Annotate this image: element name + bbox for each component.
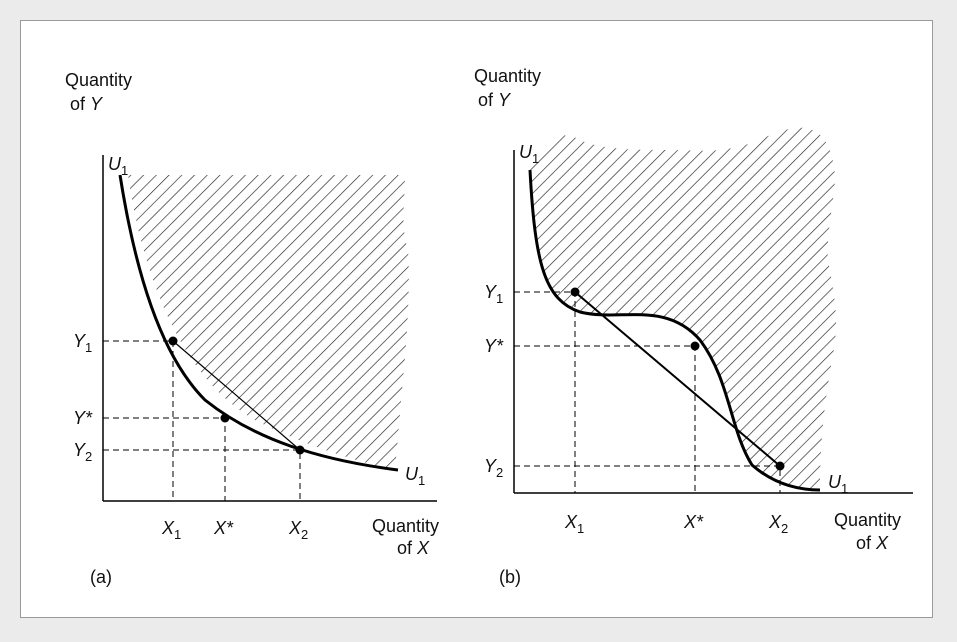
panel-a-curve-label-top: U1 bbox=[108, 154, 128, 178]
panel-a-y-tick-star: Y* bbox=[73, 408, 93, 428]
panel-b-x-tick-2: X2 bbox=[768, 512, 788, 536]
panel-b-y-axis-title: Quantity bbox=[474, 66, 541, 86]
panel-a-point-star bbox=[220, 413, 230, 423]
panel-b-x-tick-1: X1 bbox=[564, 512, 584, 536]
panel-b-point-2 bbox=[775, 461, 785, 471]
panel-a-point-2 bbox=[295, 445, 305, 455]
panel-b-preferred-region bbox=[530, 127, 837, 489]
panel-a-point-1 bbox=[168, 336, 178, 346]
panel-b-y-axis-title-of: of Y bbox=[478, 90, 512, 110]
panel-a-x-tick-1: X1 bbox=[161, 518, 181, 542]
panel-b-y-tick-star: Y* bbox=[484, 336, 504, 356]
panel-b-curve-label-bottom: U1 bbox=[828, 472, 848, 496]
panel-b-y-tick-1: Y1 bbox=[484, 282, 503, 306]
panel-b-y-tick-2: Y2 bbox=[484, 456, 503, 480]
panel-a-label: (a) bbox=[90, 567, 112, 587]
panel-b-indifference-curve bbox=[528, 169, 821, 492]
panel-b-label: (b) bbox=[499, 567, 521, 587]
panel-b-curve-label-top: U1 bbox=[519, 142, 539, 166]
panel-a-indifference-curve bbox=[118, 174, 399, 472]
panel-a-y-axis-title: Quantity bbox=[65, 70, 132, 90]
panel-b: Quantity of Y U1 U1 Y1 Y* Y2 X1 X* X2 Qu… bbox=[474, 66, 913, 587]
panel-a-x-axis-title-of: of X bbox=[397, 538, 430, 558]
panel-a-preferred-region bbox=[128, 175, 409, 470]
panel-b-x-tick-star: X* bbox=[683, 512, 704, 532]
panel-b-axes bbox=[513, 150, 913, 494]
panel-b-x-axis-title-of: of X bbox=[856, 533, 889, 553]
panel-a-y-tick-2: Y2 bbox=[73, 440, 92, 464]
panel-a-chord bbox=[172, 340, 301, 451]
panel-a-axes bbox=[102, 155, 437, 502]
panel-a: Quantity of Y U1 U1 Y1 Y* Y2 X1 X* X2 Qu… bbox=[65, 70, 439, 587]
panel-a-y-tick-1: Y1 bbox=[73, 331, 92, 355]
panel-b-point-star bbox=[690, 341, 700, 351]
panel-b-point-1 bbox=[570, 287, 580, 297]
panel-a-x-tick-2: X2 bbox=[288, 518, 308, 542]
panel-a-x-tick-star: X* bbox=[213, 518, 234, 538]
panel-a-y-axis-title-of: of Y bbox=[70, 94, 104, 114]
panel-b-chord bbox=[574, 291, 781, 467]
panel-a-curve-label-bottom: U1 bbox=[405, 464, 425, 488]
panel-b-x-axis-title: Quantity bbox=[834, 510, 901, 530]
panel-a-x-axis-title: Quantity bbox=[372, 516, 439, 536]
